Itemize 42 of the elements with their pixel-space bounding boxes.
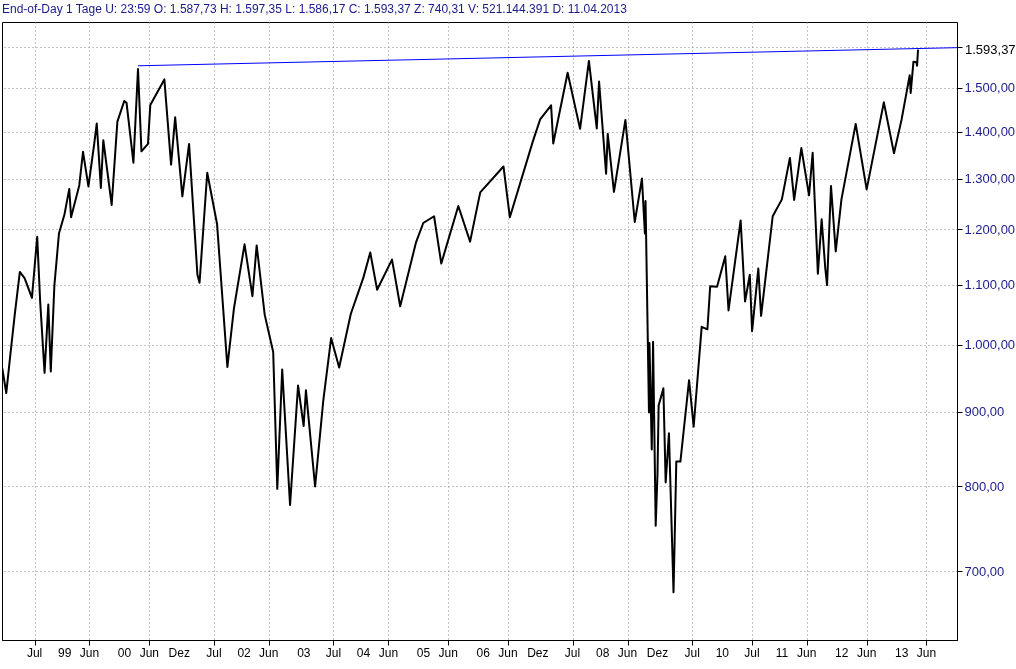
x-tick-label: 06	[476, 646, 491, 660]
x-tick-label: 08	[595, 646, 610, 660]
y-tick-label: 1.200,00	[964, 221, 1016, 237]
x-tick-label: 13	[895, 646, 909, 660]
x-tick-label: 03	[297, 646, 311, 660]
y-tick-label: 700,00	[964, 563, 1005, 579]
x-tick-label: Jul	[564, 646, 581, 660]
x-tick-label: Jul	[684, 646, 700, 660]
y-tick-label: 1.000,00	[964, 337, 1016, 353]
x-tick-label: Jun	[797, 646, 817, 660]
x-tick-label: 05	[416, 646, 431, 660]
y-tick-label: 1.300,00	[964, 171, 1016, 187]
x-tick-label: Jun	[259, 646, 279, 660]
x-tick-label: 00	[117, 646, 132, 660]
y-tick-label: 900,00	[964, 404, 1005, 420]
x-tick-label: Jul	[744, 646, 760, 660]
x-tick-label: 04	[356, 646, 371, 660]
x-tick-label: 12	[835, 646, 849, 660]
y-tick-label: 1.100,00	[964, 277, 1016, 293]
x-tick-label: Jul	[206, 646, 222, 660]
y-tick-label: 1.500,00	[964, 80, 1016, 96]
x-tick-label: Jun	[856, 646, 877, 660]
x-tick-label: Jun	[617, 646, 638, 660]
x-tick-label: 99	[58, 646, 72, 660]
x-tick-label: Jun	[916, 646, 937, 660]
x-tick-label: Dez	[168, 646, 190, 660]
x-tick-label: Dez	[527, 646, 549, 660]
x-tick-label: 11	[775, 646, 789, 660]
x-tick-label: Jul	[325, 646, 342, 660]
text: 1.593,37	[965, 41, 1016, 57]
x-tick-label: 10	[715, 646, 730, 660]
x-tick-label: Dez	[646, 646, 669, 660]
y-tick-label: 800,00	[964, 478, 1005, 494]
y-tick-label: 1.400,00	[964, 124, 1016, 140]
x-tick-label: Jun	[378, 646, 399, 660]
x-tick-label: Jun	[139, 646, 159, 660]
x-tick-label: Jun	[438, 646, 458, 660]
chart-title: End-of-Day 1 Tage U: 23:59 O: 1.587,73 H: 1.597,35 L: 1.586,17 C: 1.593,37 Z: 740,31 V: 521.144.391 D: 11.04.2013	[2, 2, 628, 16]
x-tick-label: Jun	[79, 646, 100, 660]
x-tick-label: Jul	[26, 646, 43, 660]
x-tick-label: 02	[237, 646, 252, 660]
x-tick-label: Jun	[498, 646, 518, 660]
